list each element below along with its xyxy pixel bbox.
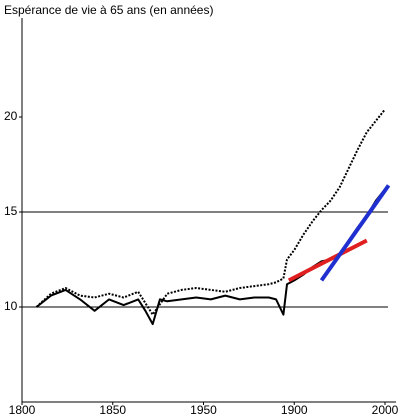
series-line [319, 184, 391, 282]
x-tick-label: 1900 [281, 403, 308, 417]
x-tick-label: 1800 [9, 403, 36, 417]
x-tick-label: 1950 [190, 403, 217, 417]
y-tick-label: 10 [4, 299, 18, 313]
chart-title: Espérance de vie à 65 ans (en années) [4, 3, 213, 17]
y-tick-label: 20 [4, 109, 18, 123]
y-tick-label: 15 [4, 204, 18, 218]
x-tick-label: 2000 [372, 403, 399, 417]
series-line [287, 238, 368, 283]
x-tick-label: 1850 [99, 403, 126, 417]
series-line [35, 108, 386, 316]
